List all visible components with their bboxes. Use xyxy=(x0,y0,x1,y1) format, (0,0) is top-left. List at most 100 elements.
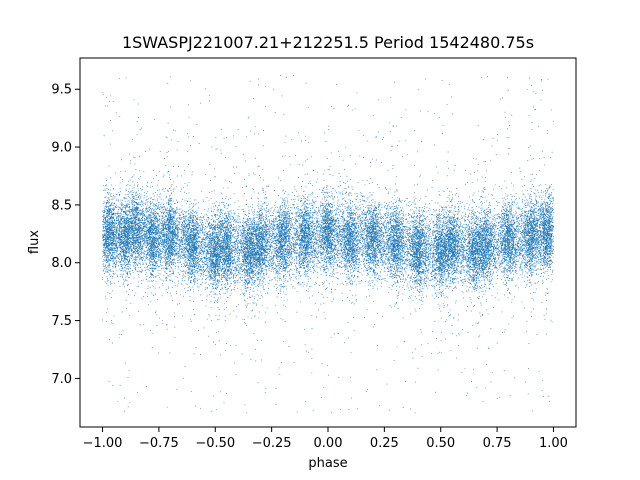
data-point xyxy=(548,207,549,208)
data-point xyxy=(151,197,152,198)
data-point xyxy=(216,273,217,274)
data-point xyxy=(510,208,511,209)
data-point xyxy=(426,221,427,222)
data-point xyxy=(368,285,369,286)
data-point xyxy=(114,240,115,241)
data-point xyxy=(514,260,515,261)
data-point xyxy=(467,237,468,238)
data-point xyxy=(378,209,379,210)
data-point xyxy=(439,233,440,234)
data-point xyxy=(210,180,211,181)
data-point xyxy=(505,284,506,285)
data-point xyxy=(436,246,437,247)
data-point xyxy=(180,252,181,253)
data-point xyxy=(263,269,264,270)
data-point xyxy=(421,220,422,221)
data-point xyxy=(460,267,461,268)
data-point xyxy=(177,262,178,263)
data-point xyxy=(409,278,410,279)
data-point xyxy=(309,200,310,201)
data-point xyxy=(125,206,126,207)
data-point xyxy=(134,163,135,164)
data-point xyxy=(513,185,514,186)
data-point xyxy=(123,330,124,331)
data-point xyxy=(103,251,104,252)
data-point xyxy=(181,189,182,190)
data-point xyxy=(172,300,173,301)
data-point xyxy=(293,241,294,242)
data-point xyxy=(176,200,177,201)
data-point xyxy=(200,354,201,355)
data-point xyxy=(349,260,350,261)
data-point xyxy=(326,261,327,262)
data-point xyxy=(172,262,173,263)
data-point xyxy=(344,233,345,234)
data-point xyxy=(401,211,402,212)
data-point xyxy=(252,236,253,237)
data-point xyxy=(141,206,142,207)
data-point xyxy=(408,227,409,228)
data-point xyxy=(399,265,400,266)
data-point xyxy=(281,280,282,281)
data-point xyxy=(458,221,459,222)
data-point xyxy=(188,287,189,288)
data-point xyxy=(230,211,231,212)
data-point xyxy=(468,241,469,242)
data-point xyxy=(250,282,251,283)
data-point xyxy=(489,288,490,289)
data-point xyxy=(426,242,427,243)
data-point xyxy=(184,264,185,265)
data-point xyxy=(179,209,180,210)
data-point xyxy=(252,231,253,232)
data-point xyxy=(181,201,182,202)
data-point xyxy=(205,223,206,224)
data-point xyxy=(241,265,242,266)
data-point xyxy=(213,222,214,223)
data-point xyxy=(151,203,152,204)
data-point xyxy=(422,288,423,289)
data-point xyxy=(110,242,111,243)
data-point xyxy=(312,241,313,242)
data-point xyxy=(298,278,299,279)
data-point xyxy=(118,240,119,241)
data-point xyxy=(491,229,492,230)
data-point xyxy=(166,233,167,234)
data-point xyxy=(334,220,335,221)
data-point xyxy=(535,93,536,94)
data-point xyxy=(194,274,195,275)
data-point xyxy=(207,277,208,278)
data-point xyxy=(485,260,486,261)
data-point xyxy=(515,265,516,266)
data-point xyxy=(426,223,427,224)
data-point xyxy=(461,261,462,262)
data-point xyxy=(171,268,172,269)
data-point xyxy=(132,190,133,191)
data-point xyxy=(129,225,130,226)
data-point xyxy=(416,210,417,211)
data-point xyxy=(543,195,544,196)
data-point xyxy=(184,257,185,258)
data-point xyxy=(153,223,154,224)
data-point xyxy=(425,281,426,282)
data-point xyxy=(183,274,184,275)
data-point xyxy=(533,158,534,159)
data-point xyxy=(162,225,163,226)
data-point xyxy=(345,188,346,189)
data-point xyxy=(452,205,453,206)
data-point xyxy=(253,247,254,248)
data-point xyxy=(420,198,421,199)
data-point xyxy=(495,250,496,251)
data-point xyxy=(265,247,266,248)
data-point xyxy=(320,206,321,207)
data-point xyxy=(317,277,318,278)
data-point xyxy=(106,255,107,256)
data-point xyxy=(318,263,319,264)
data-point xyxy=(497,270,498,271)
data-point xyxy=(426,235,427,236)
data-point xyxy=(175,255,176,256)
data-point xyxy=(330,239,331,240)
data-point xyxy=(535,221,536,222)
data-point xyxy=(157,185,158,186)
data-point xyxy=(328,201,329,202)
data-point xyxy=(394,281,395,282)
